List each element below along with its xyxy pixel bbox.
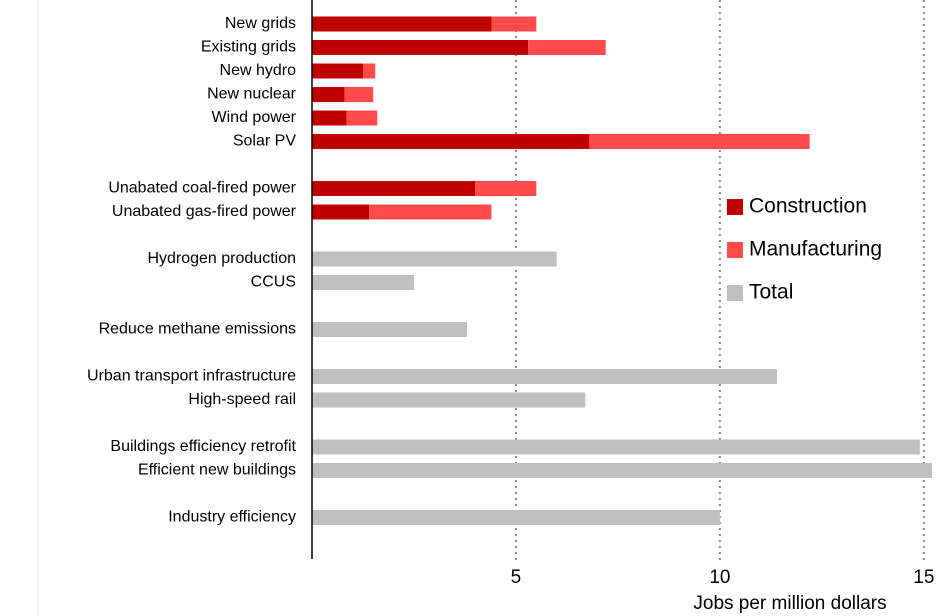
y-tick-label: Existing grids xyxy=(201,39,296,56)
y-tick-label: Solar PV xyxy=(233,133,296,150)
x-tick-label: 10 xyxy=(709,567,730,588)
bar-segment xyxy=(312,110,347,126)
y-tick-label: New nuclear xyxy=(207,86,297,103)
y-tick-label: Urban transport infrastructure xyxy=(87,368,296,385)
y-tick-label: Industry efficiency xyxy=(168,509,296,526)
y-tick-label: New hydro xyxy=(220,62,297,79)
bar-segment xyxy=(362,63,376,79)
bar-segment xyxy=(312,16,492,32)
bar-segment xyxy=(344,87,374,102)
bar-segment xyxy=(369,204,492,220)
bar-segment xyxy=(346,110,378,126)
bar-segment xyxy=(312,439,920,455)
bar-segment xyxy=(312,275,414,290)
legend-label: Total xyxy=(749,281,793,304)
bar-segment xyxy=(312,63,363,79)
bar-segment xyxy=(475,181,537,196)
y-tick-label: Hydrogen production xyxy=(147,250,296,267)
x-axis-label: Jobs per million dollars xyxy=(693,593,886,614)
y-tick-label: Reduce methane emissions xyxy=(99,321,296,338)
y-tick-label: Unabated coal-fired power xyxy=(108,180,296,197)
legend-swatch xyxy=(727,285,743,301)
bar-segment xyxy=(312,40,529,55)
y-tick-label: Efficient new buildings xyxy=(138,462,296,479)
legend-label: Construction xyxy=(749,195,867,218)
y-tick-label: Buildings efficiency retrofit xyxy=(110,438,296,455)
bar-segment xyxy=(312,134,590,149)
x-tick-label: 5 xyxy=(511,567,522,588)
legend-swatch xyxy=(727,242,743,258)
bar-segment xyxy=(312,392,586,408)
y-tick-label: Unabated gas-fired power xyxy=(112,203,297,220)
bar-segment xyxy=(312,251,557,267)
legend-label: Manufacturing xyxy=(749,238,882,261)
bar-segment xyxy=(589,134,810,149)
y-tick-label: Wind power xyxy=(212,109,297,126)
y-tick-label: High-speed rail xyxy=(188,391,296,408)
bar-segment xyxy=(312,87,345,102)
bar-segment xyxy=(312,204,370,220)
legend-swatch xyxy=(727,199,743,215)
bar-segment xyxy=(312,463,932,478)
y-tick-label: CCUS xyxy=(251,274,296,291)
bar-segment xyxy=(312,181,476,196)
bar-segment xyxy=(312,510,720,525)
bar-segment xyxy=(528,40,606,55)
bar-segment xyxy=(491,16,537,32)
x-tick-label: 15 xyxy=(913,567,934,588)
bar-segment xyxy=(312,369,777,384)
y-tick-label: New grids xyxy=(225,15,296,32)
bar-segment xyxy=(312,322,467,337)
